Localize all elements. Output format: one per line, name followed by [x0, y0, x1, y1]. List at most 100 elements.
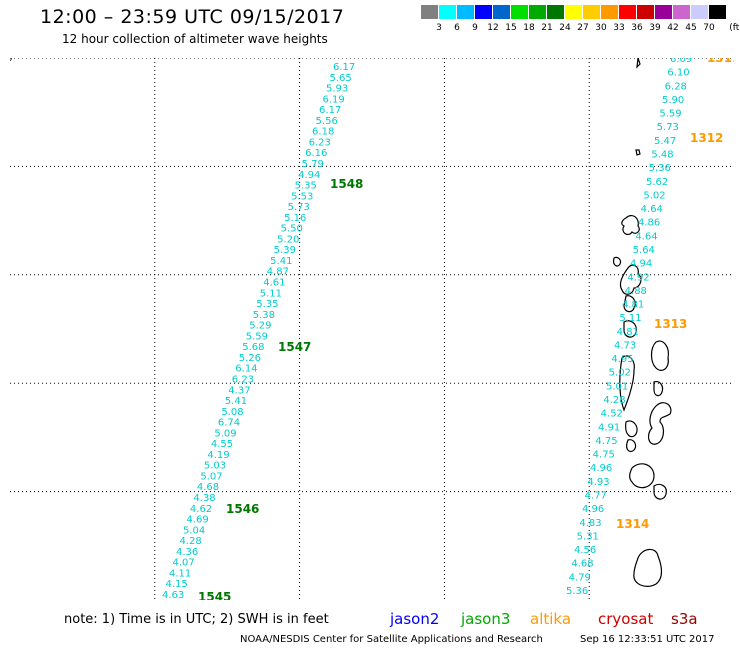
track2-value: 5.11: [619, 313, 641, 324]
track2-value: 5.59: [659, 109, 681, 120]
legend-swatch: [637, 5, 654, 19]
legend-unit: (ft): [729, 23, 740, 33]
track2-value: 5.48: [651, 149, 673, 160]
track1-value: 4.87: [267, 267, 289, 278]
track2-value: 5.36: [649, 163, 671, 174]
satellite-s3a: s3a: [671, 610, 698, 628]
track2-value: 4.95: [611, 354, 633, 365]
track1-value: 5.73: [288, 202, 310, 213]
track1-value: 5.11: [260, 288, 282, 299]
track1-value: 4.19: [207, 450, 229, 461]
gridlines: [10, 58, 734, 600]
track1-time-label: 1545: [198, 590, 231, 600]
legend-swatch: [709, 5, 726, 19]
satellite-jason3: jason3: [461, 610, 511, 628]
legend-label: 21: [541, 23, 553, 33]
track2-value: 4.93: [587, 477, 609, 488]
track2-value: 4.75: [595, 436, 617, 447]
track2-value: 4.52: [601, 409, 623, 420]
track1-value: 5.50: [281, 224, 303, 235]
track2-value: 4.75: [593, 450, 615, 461]
legend-swatch: [439, 5, 456, 19]
track1-value: 6.17: [319, 105, 341, 116]
track1-value: 4.61: [263, 278, 285, 289]
legend-swatch: [601, 5, 618, 19]
track1-value: 5.26: [239, 353, 261, 364]
track1-value: 5.93: [326, 84, 348, 95]
track2-time-label: 1312: [690, 131, 723, 145]
legend-swatch: [655, 5, 672, 19]
legend-label: 12: [487, 23, 499, 33]
track1-value: 5.56: [316, 116, 338, 127]
track1-value: 4.68: [197, 482, 219, 493]
track1-value: 4.15: [165, 579, 187, 590]
track1-value: 6.17: [333, 62, 355, 73]
track1-value: 6.18: [312, 127, 334, 138]
legend-label: 15: [505, 23, 517, 33]
track2-value: 4.64: [635, 231, 657, 242]
legend-label: 6: [454, 23, 460, 33]
track1-value: 4.11: [169, 568, 191, 579]
track1-value: 6.23: [309, 137, 331, 148]
legend-label: 36: [631, 23, 643, 33]
track1-time-label: 1546: [226, 502, 259, 516]
track1-value: 5.04: [183, 525, 205, 536]
map-title: 12:00 – 23:59 UTC 09/15/2017: [40, 6, 345, 28]
legend-swatch: [475, 5, 492, 19]
track1-value: 5.41: [270, 256, 292, 267]
track1-wave-values: 4.634.154.114.074.364.285.044.694.624.38…: [162, 62, 355, 600]
legend-label: 3: [436, 23, 442, 33]
wave-height-map[interactable]: 4.634.154.114.074.364.285.044.694.624.38…: [10, 58, 734, 600]
track1-value: 5.59: [246, 331, 268, 342]
legend-label: 9: [472, 23, 478, 33]
track1-value: 5.16: [284, 213, 306, 224]
track1-value: 5.35: [295, 181, 317, 192]
track1-time-label: 1548: [330, 177, 363, 191]
track2-value: 4.56: [574, 545, 596, 556]
y-tick-label: 10: [10, 58, 12, 63]
track2-time-label: 1314: [616, 517, 649, 531]
legend-swatch: [583, 5, 600, 19]
track1-value: 4.94: [298, 170, 320, 181]
legend-label: 33: [613, 23, 625, 33]
track2-value: 4.64: [641, 204, 663, 215]
track1-value: 6.74: [218, 418, 240, 429]
satellite-cryosat: cryosat: [598, 610, 654, 628]
legend-label: 18: [523, 23, 535, 33]
track1-value: 4.55: [211, 439, 233, 450]
track2-value: 6.28: [665, 81, 687, 92]
track1-value: 5.07: [200, 471, 222, 482]
legend-swatch: [511, 5, 528, 19]
track2-value: 5.02: [609, 368, 631, 379]
legend-swatch: [565, 5, 582, 19]
track2-value: 6.10: [667, 68, 689, 79]
track2-value: 5.36: [566, 586, 588, 597]
track2-value: 4.68: [571, 559, 593, 570]
track2-value: 5.47: [654, 136, 676, 147]
track1-value: 5.38: [253, 310, 275, 321]
axis-tick-labels: 6063666972750246810: [10, 58, 12, 63]
track2-value: 4.79: [569, 572, 591, 583]
track2-value: 4.92: [627, 272, 649, 283]
track2-value: 5.02: [643, 190, 665, 201]
track1-value: 5.41: [225, 396, 247, 407]
legend-label: 39: [649, 23, 661, 33]
track2-value: 4.81: [617, 327, 639, 338]
track1-value: 4.07: [172, 558, 194, 569]
track1-value: 5.39: [274, 245, 296, 256]
track1-value: 4.38: [193, 493, 215, 504]
track2-value: 5.31: [577, 531, 599, 542]
legend-swatch: [673, 5, 690, 19]
legend-swatch: [421, 5, 438, 19]
track1-value: 4.37: [228, 385, 250, 396]
track1-value: 5.65: [330, 73, 352, 84]
track2-value: 4.91: [598, 422, 620, 433]
footer-note: note: 1) Time is in UTC; 2) SWH is in fe…: [64, 612, 329, 627]
track1-value: 5.08: [221, 407, 243, 418]
track1-value: 5.68: [242, 342, 264, 353]
maldives-islands: [613, 58, 672, 587]
track2-value: 5.73: [657, 122, 679, 133]
track1-value: 5.20: [277, 234, 299, 245]
track1-value: 4.63: [162, 590, 184, 600]
